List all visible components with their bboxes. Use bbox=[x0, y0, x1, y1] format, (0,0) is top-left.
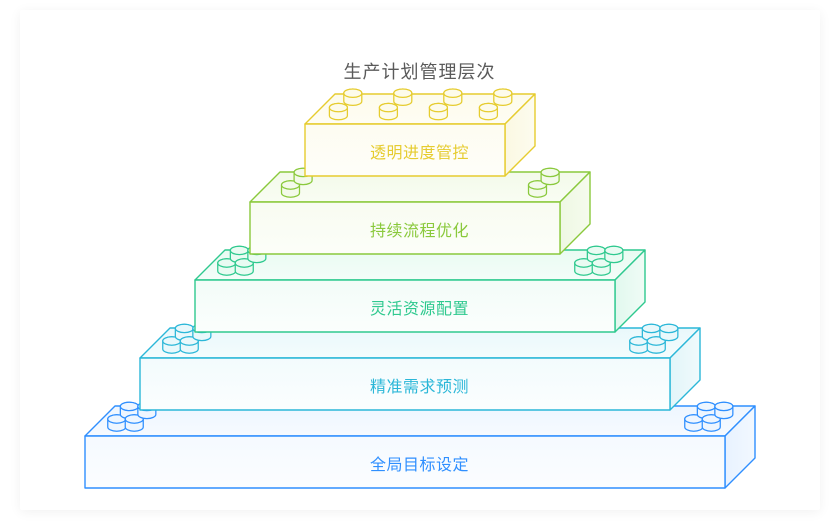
level-label-3: 持续流程优化 bbox=[83, 217, 757, 241]
level-label-0: 全局目标设定 bbox=[83, 451, 757, 475]
pyramid-level-3 bbox=[250, 168, 590, 254]
pyramid-level-4 bbox=[305, 89, 535, 176]
level-label-4: 透明进度管控 bbox=[83, 139, 757, 163]
level-label-1: 精准需求预测 bbox=[83, 373, 757, 397]
pyramid-level-0 bbox=[85, 402, 755, 488]
pyramid-level-1 bbox=[140, 324, 700, 410]
diagram-card: 生产计划管理层次 全局目标设定精准需求预测灵活资源配置持续流程优化透明进度管控 bbox=[20, 10, 820, 510]
pyramid-level-2 bbox=[195, 246, 645, 332]
pyramid-stage: 全局目标设定精准需求预测灵活资源配置持续流程优化透明进度管控 bbox=[83, 76, 757, 490]
level-label-2: 灵活资源配置 bbox=[83, 295, 757, 319]
